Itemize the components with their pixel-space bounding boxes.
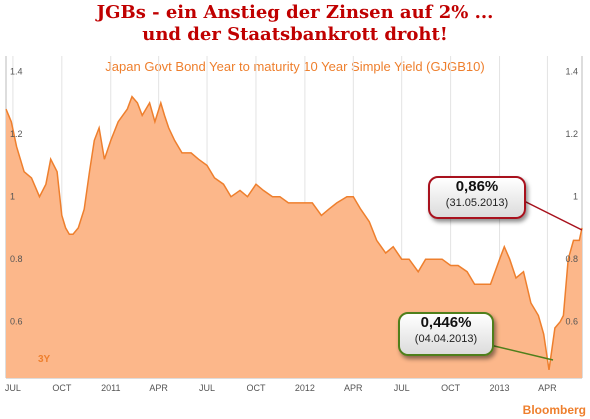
green-callout-pointer	[489, 344, 554, 361]
x-tick-label: JUL	[394, 383, 410, 393]
y-tick-label-right: 0.8	[565, 254, 578, 264]
y-tick-label-left: 1	[10, 192, 15, 202]
y-tick-label-right: 1	[573, 192, 578, 202]
x-tick-label: 2011	[101, 383, 120, 393]
x-tick-label: 2012	[295, 383, 315, 393]
x-tick-label: APR	[538, 383, 557, 393]
x-tick-label: 2013	[490, 383, 510, 393]
y-tick-label-left: 0.6	[10, 317, 23, 327]
x-tick-label: OCT	[441, 383, 461, 393]
x-tick-label: JUL	[199, 383, 215, 393]
yield-line	[5, 95, 583, 371]
x-tick-label: OCT	[246, 383, 266, 393]
high-yield-callout: 0,86% (31.05.2013)	[428, 176, 526, 219]
y-tick-label-left: 1.2	[10, 129, 23, 139]
x-tick-label: JUL	[5, 383, 21, 393]
y-tick-label-left: 1.4	[10, 67, 23, 77]
chart-title: Japan Govt Bond Year to maturity 10 Year…	[105, 59, 485, 74]
low-yield-date: (04.04.2013)	[414, 333, 478, 345]
high-yield-date: (31.05.2013)	[445, 197, 509, 209]
high-yield-value: 0,86%	[455, 178, 499, 195]
y-tick-label-right: 0.6	[565, 317, 578, 327]
y-tick-label-right: 1.2	[565, 129, 578, 139]
headline-line-2: und der Staatsbankrott droht!	[142, 24, 448, 45]
bloomberg-logo: Bloomberg	[522, 403, 586, 417]
x-tick-label: APR	[149, 383, 168, 393]
x-tick-label: APR	[344, 383, 363, 393]
red-callout-pointer	[521, 199, 583, 231]
yield-area	[6, 96, 582, 378]
low-yield-callout: 0,446% (04.04.2013)	[398, 312, 494, 356]
y-tick-label-right: 1.4	[565, 67, 578, 77]
x-tick-label: OCT	[52, 383, 72, 393]
headline-line-1: JGBs - ein Anstieg der Zinsen auf 2% ...	[96, 2, 494, 23]
range-label: 3Y	[38, 354, 51, 365]
axis-ticks: JUL OCT 2011 APR JUL OCT 2012 APR JUL OCT 2013 APR 1…	[5, 67, 578, 393]
low-yield-value: 0,446%	[420, 314, 472, 331]
y-tick-label-left: 0.8	[10, 254, 23, 264]
